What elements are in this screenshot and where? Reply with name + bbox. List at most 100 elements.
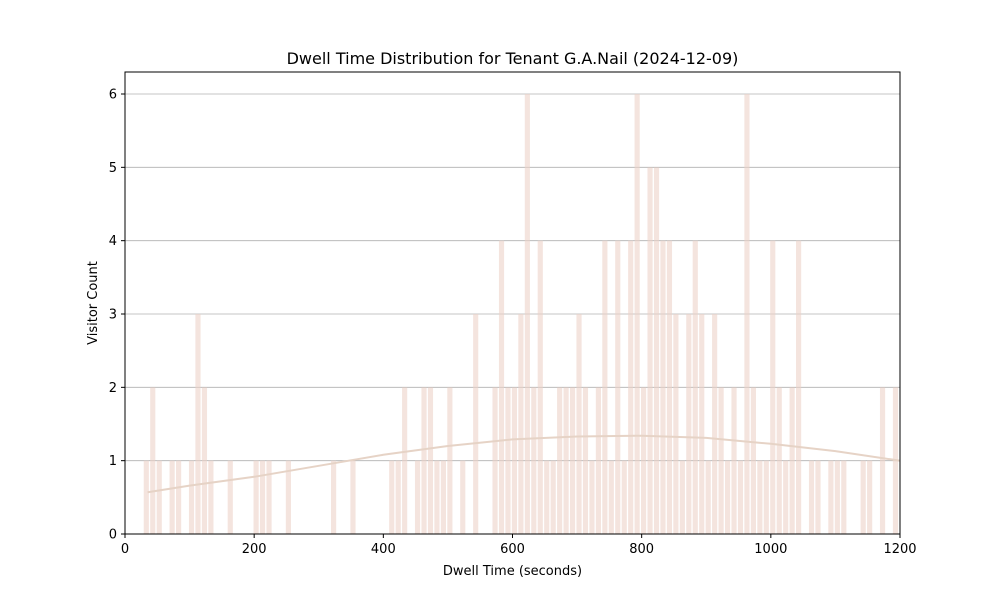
histogram-bar: [789, 387, 795, 534]
histogram-bar: [266, 460, 272, 534]
histogram-bar: [201, 387, 208, 534]
histogram-bar: [860, 460, 866, 534]
x-tick-label: 400: [371, 542, 396, 557]
histogram-bar: [660, 240, 666, 534]
histogram-bar: [628, 240, 634, 534]
x-tick-label: 0: [121, 542, 129, 557]
density-curve: [147, 434, 901, 494]
histogram-bar: [169, 460, 175, 534]
histogram-bar: [227, 460, 233, 534]
histogram-bar: [641, 387, 647, 534]
histogram-bar: [712, 314, 718, 534]
histogram-bar: [156, 460, 162, 534]
histogram-bar: [834, 460, 840, 534]
histogram-bar: [841, 460, 847, 534]
x-tick-label: 800: [629, 542, 654, 557]
histogram-bar: [770, 240, 776, 534]
histogram-bar: [557, 387, 563, 534]
histogram-bar: [285, 460, 291, 534]
bars: [143, 94, 899, 535]
histogram-bar: [395, 460, 401, 534]
histogram-bar: [505, 387, 511, 534]
histogram-bar: [589, 460, 595, 534]
histogram-bar: [537, 240, 543, 534]
histogram-bar: [673, 314, 679, 534]
histogram-bar: [143, 460, 149, 534]
histogram-bar: [705, 460, 711, 534]
histogram-bar: [208, 460, 214, 534]
histogram-bar: [518, 314, 524, 534]
histogram-bar: [686, 314, 692, 534]
y-tick-label: 0: [109, 528, 117, 543]
histogram-bar: [253, 460, 259, 534]
x-tick-label: 200: [242, 542, 267, 557]
histogram-bar: [879, 387, 886, 534]
histogram-bar: [757, 460, 763, 534]
histogram-bar: [460, 460, 466, 534]
x-tick-label: 600: [500, 542, 525, 557]
histogram-bar: [582, 387, 589, 534]
histogram-bar: [653, 167, 660, 535]
histogram-bar: [750, 387, 756, 534]
histogram-bar: [331, 460, 337, 534]
histogram-bar: [796, 240, 802, 534]
y-axis-ticks: 0 1 2 3 4 5 6: [109, 88, 125, 543]
histogram-bar: [511, 387, 518, 534]
histogram-bar: [815, 460, 821, 534]
histogram-bar: [188, 460, 195, 534]
histogram-bar: [569, 387, 576, 534]
histogram-bar: [427, 387, 434, 534]
histogram-bar: [492, 387, 498, 534]
histogram-bar: [867, 460, 873, 534]
histogram-bar: [350, 460, 356, 534]
histogram-bar: [679, 460, 685, 534]
y-tick-label: 5: [109, 161, 117, 176]
histogram-bar: [724, 460, 731, 534]
histogram-bar: [414, 460, 421, 534]
histogram-bar: [595, 387, 601, 534]
histogram-bar: [440, 460, 446, 534]
histogram-bar: [808, 460, 815, 534]
histogram-bar: [402, 387, 408, 534]
histogram-bar: [776, 387, 782, 534]
histogram-bar: [150, 387, 156, 534]
histogram-bar: [731, 387, 737, 534]
x-axis-label: Dwell Time (seconds): [443, 564, 582, 579]
histogram-bar: [718, 387, 724, 534]
histogram-bar: [421, 387, 427, 534]
chart-title: Dwell Time Distribution for Tenant G.A.N…: [287, 49, 739, 68]
y-tick-label: 4: [109, 234, 117, 249]
histogram-bar: [634, 94, 640, 534]
histogram-bar: [783, 460, 789, 534]
x-axis-ticks: 0 200 400 600 800 1000 1200: [121, 534, 917, 557]
y-tick-label: 6: [109, 88, 117, 103]
histogram-bar: [666, 240, 673, 534]
histogram-bar: [608, 460, 614, 534]
histogram-bar: [615, 240, 621, 534]
y-tick-label: 2: [109, 381, 117, 396]
histogram-bar: [447, 387, 453, 534]
histogram-bar: [602, 240, 608, 534]
histogram-bar: [763, 460, 769, 534]
histogram-bar: [473, 314, 479, 534]
histogram-bar: [737, 460, 744, 534]
histogram-bar: [544, 460, 550, 534]
histogram-bar: [259, 460, 266, 534]
histogram-bar: [563, 387, 569, 534]
y-axis-label: Visitor Count: [86, 261, 101, 345]
histogram-bar: [524, 94, 530, 534]
histogram-bar: [744, 94, 750, 534]
y-tick-label: 3: [109, 308, 117, 323]
histogram-bar: [828, 460, 834, 534]
histogram-bar: [498, 240, 505, 534]
x-tick-label: 1000: [754, 542, 787, 557]
histogram-bar: [692, 240, 698, 534]
y-tick-label: 1: [109, 454, 117, 469]
histogram-bar: [434, 460, 440, 534]
histogram-bar: [176, 460, 182, 534]
histogram-bar: [531, 387, 537, 534]
histogram-bar: [621, 460, 627, 534]
histogram-bar: [550, 460, 556, 534]
histogram-bar: [389, 460, 395, 534]
